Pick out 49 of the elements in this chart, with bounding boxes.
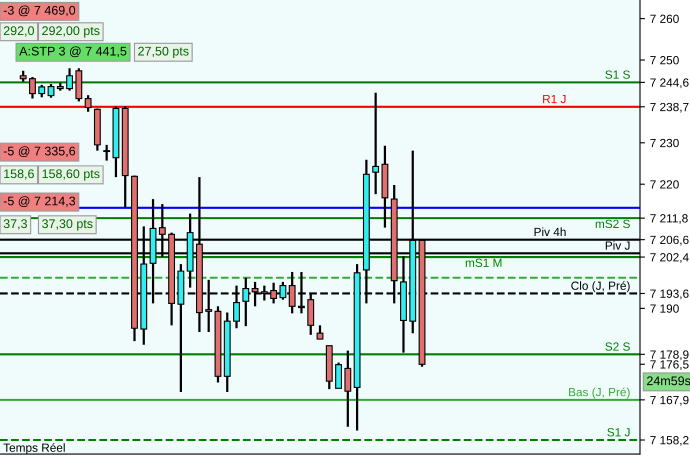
annotation: -5 @ 7 214,3 (4, 196, 76, 208)
y-tick-label: 7 178,9 (650, 350, 689, 360)
y-tick-label: 7 190 (650, 304, 679, 313)
text: 24m59s (647, 376, 690, 386)
ref-line-label: Piv J (606, 241, 630, 250)
y-tick-label: 7 244,6 (650, 78, 689, 88)
y-tick-label: 7 202,4 (650, 253, 689, 263)
y-tick-label: 7 176,5 (650, 360, 689, 370)
y-tick-label: 7 167,9 (650, 396, 689, 406)
annotation: 37,30 pts (42, 219, 93, 231)
annotation: -3 @ 7 469,0 (4, 6, 76, 16)
annotation: Temps Réel (3, 443, 65, 454)
candlestick (38, 84, 46, 98)
y-tick-label: 7 250 (650, 56, 679, 64)
candlestick (344, 349, 352, 428)
annotation: 27,50 pts (138, 46, 189, 58)
ref-line-label: Bas (J, Pré) (569, 387, 630, 399)
annotation: -5 @ 7 335,6 (4, 146, 76, 158)
annotation: 292,0 (4, 26, 34, 37)
annotation: 158,6 (4, 169, 34, 180)
annotation: 158,60 pts (42, 169, 100, 181)
y-tick-label: 7 260 (650, 14, 679, 24)
ref-line-label: S1 S (605, 70, 630, 79)
ref-line-label: mS2 S (596, 220, 630, 228)
ref-line-label: R1 J (543, 94, 566, 104)
candlestick (316, 324, 324, 340)
ref-line-label: Piv 4h (534, 227, 566, 236)
y-tick-label: 7 211,8 (650, 214, 688, 224)
y-tick-label: 7 238,7 (650, 102, 689, 113)
candlestick (335, 361, 342, 390)
y-tick-label: 7 230 (650, 138, 679, 148)
ref-line-label: S2 S (605, 342, 630, 351)
ref-line-label: S1 J (607, 428, 630, 436)
y-tick-label: 7 193,6 (650, 290, 689, 300)
y-tick-label: 7 220 (650, 180, 679, 189)
candlestick (372, 92, 380, 196)
candlestick (29, 76, 36, 100)
y-tick-label: 7 206,6 (650, 236, 689, 246)
candlestick (20, 70, 27, 83)
ref-line-label: mS1 M (466, 258, 502, 267)
annotation: 37,3 (4, 219, 27, 230)
y-tick-label: 7 158,2 (650, 436, 689, 446)
ref-line-label: Clo (J, Pré) (571, 281, 630, 292)
annotation: A:STP 3 @ 7 441,5 (19, 46, 126, 58)
candlestick (103, 144, 110, 162)
candlestick (66, 67, 73, 92)
candlestick (84, 94, 92, 113)
annotation: 292,00 pts (42, 26, 100, 38)
candlestick (48, 82, 54, 99)
